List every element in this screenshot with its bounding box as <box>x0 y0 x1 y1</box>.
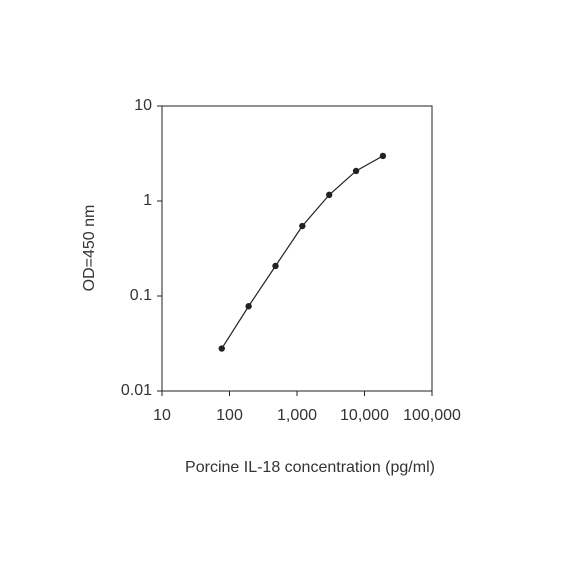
data-point <box>272 262 279 270</box>
plot-frame <box>161 105 433 392</box>
y-tick-label: 10 <box>134 97 152 114</box>
data-point <box>352 167 360 175</box>
y-axis-label: OD=450 nm <box>81 205 98 292</box>
data-point <box>326 191 333 199</box>
y-tick-label: 1 <box>143 192 152 209</box>
x-tick-label: 10,000 <box>340 407 389 424</box>
data-point <box>218 345 225 352</box>
data-line <box>221 155 384 349</box>
x-tick-label: 10 <box>153 407 171 424</box>
data-point <box>379 152 387 160</box>
x-axis-label: Porcine IL-18 concentration (pg/ml) <box>185 459 435 476</box>
x-tick-label: 1,000 <box>277 407 317 424</box>
x-tick-label: 100,000 <box>403 407 461 424</box>
y-tick-label: 0.1 <box>130 287 152 304</box>
data-point <box>299 222 306 230</box>
x-tick-label: 100 <box>216 407 243 424</box>
data-point <box>245 303 252 310</box>
y-tick-label: 0.01 <box>121 382 152 399</box>
